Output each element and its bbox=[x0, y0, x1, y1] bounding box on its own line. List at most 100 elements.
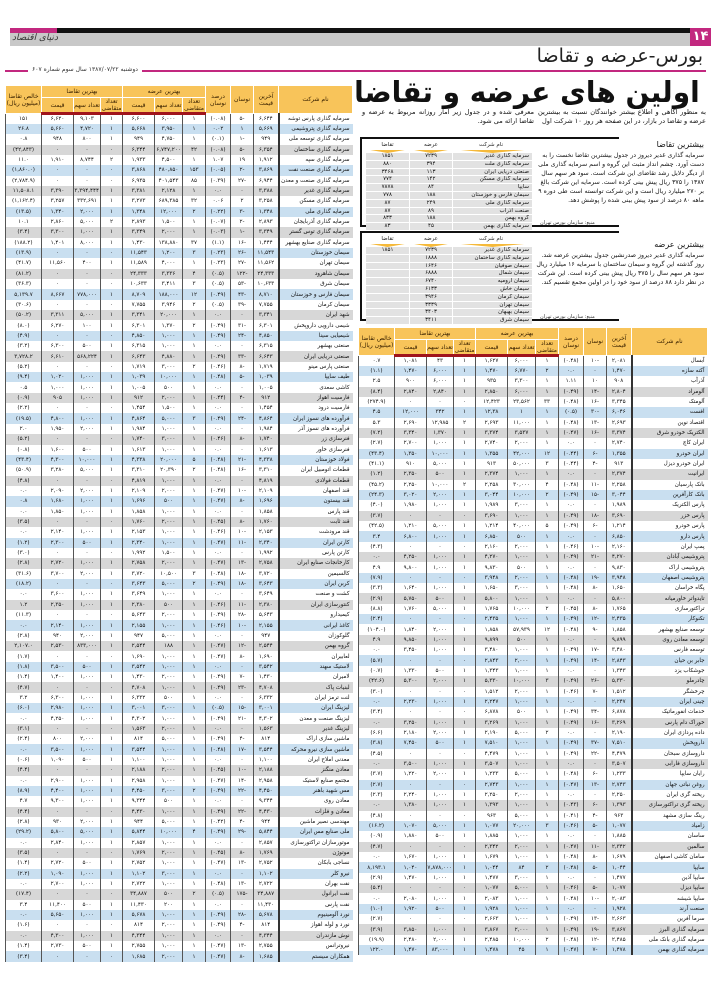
net-demand: (۱.۶) bbox=[5, 920, 42, 931]
company-name: نفت بهران bbox=[277, 878, 353, 890]
change-pct: (۰.۴۶) bbox=[558, 686, 584, 697]
supply-price: ۱,۹۹۲ bbox=[122, 547, 155, 559]
col-change-pct: درصد نوسان bbox=[558, 327, 585, 356]
demand-volume: ۵۰۰ bbox=[426, 593, 454, 604]
change-pct: (۰.۴۹) bbox=[205, 351, 231, 362]
table-row: افست ۶,۰۴۶ -۳۰ (۰.۵) ۱ ۱ ۱۲,۳۸ ۱ ۳۴۲ ۱۲,۰۰۰ ۴.۵ bbox=[358, 407, 708, 418]
demand-count: ۱ bbox=[453, 562, 476, 573]
demand-count: ۰ bbox=[453, 883, 476, 894]
supply-count: ۱ bbox=[535, 572, 559, 584]
demand-volume: ۰ bbox=[73, 765, 101, 776]
supply-volume: ۱۲,۰۰۰ bbox=[154, 206, 183, 217]
change: -۵۳ bbox=[230, 279, 254, 290]
net-demand: (۳۰.۶) bbox=[5, 299, 42, 311]
last-price: ۱,۵۶۳ bbox=[253, 723, 279, 735]
change: -۳۹ bbox=[230, 299, 254, 311]
demand-price: ۲,۹۸۰ bbox=[40, 703, 74, 714]
last-price: ۲,۰۸۳ bbox=[606, 893, 632, 904]
mini-row: سرمایه گذاری ساختمان ۱۸۸۸ bbox=[366, 254, 532, 263]
table-row: سایپا آذین ۱,۴۷۷ ۰ ۰.۰ ۱ ۳,۰۰۰ ۱,۴۷۷ ۱ ۱,۰۰۰ ۱,۴۷… bbox=[358, 872, 708, 884]
dateline: دوشنبه ۱۳۸۷/۰۷/۲۲ سال سوم شماره ۶۰۷ bbox=[28, 66, 142, 73]
col-demand-volume: تعداد سهم bbox=[73, 97, 102, 115]
demand-value: ۷۷۴ bbox=[383, 176, 392, 183]
last-price: ۲,۹۵۸ bbox=[253, 775, 279, 786]
supply-volume: ۵,۰۰۰ bbox=[154, 413, 183, 424]
demand-price: ۵,۳۰۰ bbox=[393, 676, 427, 687]
table-row: قند ثابت ۱,۷۶۰ -۸ (۰.۴۵) ۱ ۲,۰۰۰ ۱,۷۶۰ ۰ ۰ ۰ (۳.۵) bbox=[5, 516, 353, 528]
change-pct: ۰.۰۲ bbox=[205, 123, 231, 135]
net-demand: ۲۶.۸ bbox=[5, 123, 42, 135]
supply-price: ۵,۸۴۴ bbox=[122, 827, 155, 838]
net-demand: (۴۱.۱) bbox=[358, 458, 395, 470]
demand-count: ۱ bbox=[453, 603, 476, 615]
supply-count: ۱ bbox=[535, 665, 559, 677]
demand-count: ۱ bbox=[100, 568, 123, 579]
company-name: سرمایه گذاری ملی bbox=[277, 206, 353, 217]
net-demand: (۵۰.۹) bbox=[5, 465, 42, 476]
company-name: آبسال bbox=[630, 355, 708, 366]
net-demand: (۳.۰) bbox=[5, 547, 42, 559]
last-price: ۱,۰۳۹ bbox=[253, 372, 279, 383]
supply-price: ۳,۳۱۰ bbox=[122, 465, 155, 476]
change-pct: (۰.۴۸) bbox=[205, 568, 231, 579]
mini-row: گروه بهمن ۱۸۸ ۸۳۳ bbox=[366, 215, 532, 224]
change-pct: (۰.۴۷) bbox=[205, 951, 231, 962]
change-pct: (۰.۴۹) bbox=[558, 645, 584, 656]
table-row: ماشین سازی اراک ۸۱۴ -۴ (۰.۴۹) ۱ ۵,۰۰۰ ۸۱۴ ۱ ۲,۰۰… bbox=[5, 734, 353, 745]
table-row: کنتورسازی ایران ۲,۳۸۰ -۱۱ (۰.۴۶) ۱ ۵۰۰ ۲,۳۸۰ ۱ ۱… bbox=[5, 599, 353, 610]
net-demand: ۰.۷ bbox=[358, 355, 395, 366]
supply-count: ۱ bbox=[182, 310, 206, 321]
supply-volume: ۱,۰۰۰ bbox=[507, 552, 536, 563]
change: -۱۱ bbox=[583, 841, 607, 852]
change-pct: (۰.۵) bbox=[205, 268, 231, 279]
table-row: زامیاد ۱,۰۷۷ -۵ (۰.۴۶) ۳ ۲۰,۰۰۰ ۱,۰۷۷ ۱ ۵,۰۰۰ ۱,۰… bbox=[358, 820, 708, 832]
change: ۱۰ bbox=[583, 376, 607, 387]
supply-value: ۱۴۲ bbox=[409, 176, 452, 184]
supply-volume: ۱,۲۰۰ bbox=[154, 247, 183, 259]
supply-price: ۵,۶۶۸ bbox=[122, 123, 155, 135]
supply-count: ۱ bbox=[182, 227, 206, 238]
demand-volume: ۱,۰۰۰ bbox=[73, 703, 101, 714]
company-name: نساجی بابکان bbox=[277, 858, 353, 869]
demand-price: ۳,۷۰۰ bbox=[40, 568, 74, 579]
company-name: همکاران سیستم bbox=[277, 951, 353, 962]
change-pct: (۰.۴۸) bbox=[558, 572, 584, 584]
demand-volume: ۷۷۸,۰۰۰ bbox=[73, 289, 101, 300]
company-name: صنعت آرند bbox=[630, 903, 708, 915]
last-price: ۱,۵۱۲ bbox=[606, 686, 632, 697]
demand-volume: ۰ bbox=[73, 651, 101, 662]
change-pct: (۰.۵) bbox=[205, 703, 231, 714]
demand-volume: ۱,۰۰۰ bbox=[73, 692, 101, 704]
supply-volume: ۲۰۰ bbox=[154, 899, 183, 910]
supply-volume: ۲,۱۲۸ bbox=[154, 185, 183, 197]
supply-volume: ۲,۰۰۰ bbox=[154, 516, 183, 528]
company-name: روغن نباتی جهان bbox=[630, 779, 708, 790]
supply-volume: ۴,۵۰۰ bbox=[154, 154, 183, 166]
demand-count: ۰ bbox=[100, 847, 123, 859]
table-row: لیزینگ ایران ۳,۰۰۱ -۱۵ (۰.۵) ۱ ۳,۰۰۰ ۳,۰۰۱ ۱ ۱,۰… bbox=[5, 703, 353, 714]
mini-row: سیمان شمال ۶۸۸۸ bbox=[366, 270, 532, 279]
supply-count: ۱ bbox=[535, 810, 559, 821]
last-price: ۴,۴۵۰ bbox=[253, 785, 279, 797]
demand-volume: ۱۰,۰۰۰ bbox=[426, 479, 454, 490]
mini-row: سیمان فارس و خوزستان ۱۸۸ ۷۷۸ bbox=[366, 191, 532, 200]
demand-count: ۰ bbox=[100, 723, 123, 735]
demand-count: ۰ bbox=[100, 434, 123, 445]
supply-count: ۱ bbox=[182, 547, 206, 559]
demand-volume: ۰ bbox=[73, 889, 101, 900]
company-name: قند ثابت bbox=[277, 516, 353, 528]
table-row: نیروترانس ۲,۷۵۵ -۱۳ (۰.۴۷) ۱ ۱,۰۰۰ ۲,۷۵۵ ۱ ۵۰۰ ۲,… bbox=[5, 941, 353, 952]
company-name: نوش مازندران bbox=[277, 930, 353, 941]
supply-value: ۱۱۳ bbox=[409, 168, 452, 176]
demand-value bbox=[366, 302, 409, 309]
supply-count: ۱ bbox=[535, 562, 559, 573]
company-name: لامیران bbox=[277, 672, 353, 683]
net-demand: (۱۸.۲) bbox=[5, 578, 42, 590]
net-demand: (۱.۸) bbox=[5, 661, 42, 673]
supply-volume: ۴۲,۰۰۰ bbox=[507, 448, 536, 459]
last-price: ۶,۰۴۶ bbox=[606, 407, 632, 418]
demand-volume: ۰ bbox=[73, 516, 101, 528]
net-demand: ۰.۰ bbox=[5, 527, 42, 538]
demand-volume: ۵۰۰ bbox=[73, 537, 101, 548]
demand-volume: ۵۰۰ bbox=[73, 941, 101, 952]
